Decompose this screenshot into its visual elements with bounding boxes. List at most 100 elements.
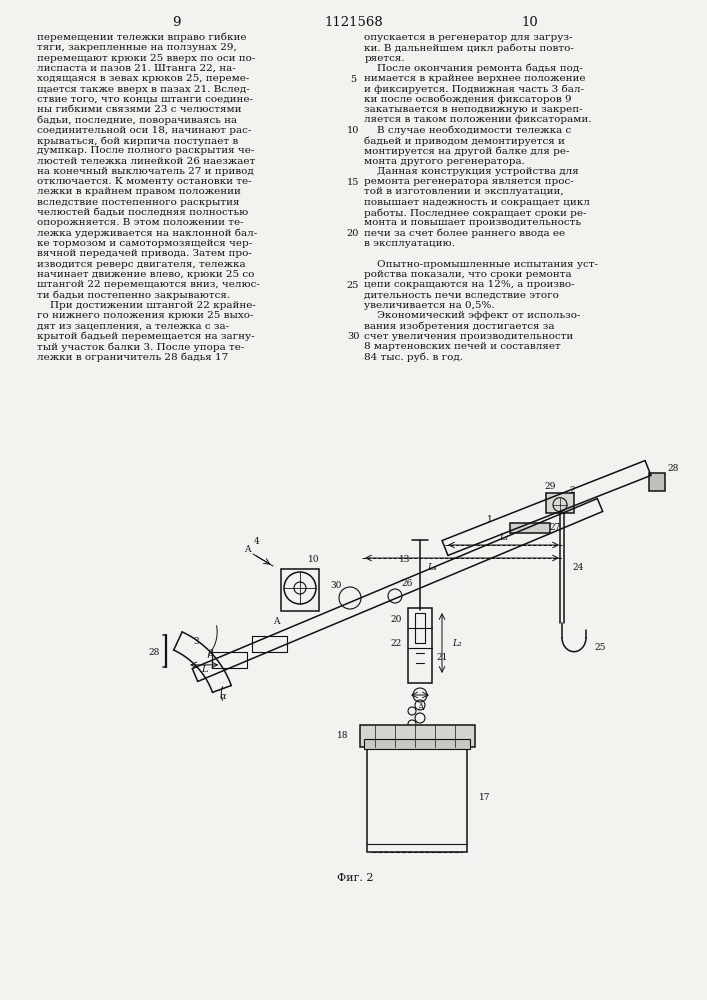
Text: 22: 22 xyxy=(391,639,402,648)
Text: ке тормозом и самотормозящейся чер-: ке тормозом и самотормозящейся чер- xyxy=(37,239,252,248)
Text: L₄: L₄ xyxy=(427,564,437,572)
Text: опускается в регенератор для загруз-: опускается в регенератор для загруз- xyxy=(365,33,573,42)
Text: отключается. К моменту остановки те-: отключается. К моменту остановки те- xyxy=(37,177,252,186)
Bar xyxy=(649,473,665,491)
Text: 17: 17 xyxy=(479,792,491,802)
Text: лиспаста и пазов 21. Штанга 22, на-: лиспаста и пазов 21. Штанга 22, на- xyxy=(37,64,235,73)
Text: работы. Последнее сокращает сроки ре-: работы. Последнее сокращает сроки ре- xyxy=(365,208,587,218)
Text: 10: 10 xyxy=(347,126,359,135)
Text: 2: 2 xyxy=(569,486,575,495)
Text: В случае необходимости тележка с: В случае необходимости тележка с xyxy=(365,126,572,135)
Bar xyxy=(510,523,550,533)
Text: увеличивается на 0,5%.: увеличивается на 0,5%. xyxy=(365,301,495,310)
Text: 10: 10 xyxy=(308,556,320,564)
Text: счет увеличения производительности: счет увеличения производительности xyxy=(365,332,574,341)
Text: крытой бадьей перемещается на загну-: крытой бадьей перемещается на загну- xyxy=(37,332,255,341)
Bar xyxy=(408,608,432,683)
Text: 30: 30 xyxy=(347,332,359,341)
Text: 20: 20 xyxy=(347,229,359,238)
Text: 9: 9 xyxy=(173,16,181,29)
Text: люстей тележка линейкой 26 наезжает: люстей тележка линейкой 26 наезжает xyxy=(37,157,255,166)
Text: ройства показали, что сроки ремонта: ройства показали, что сроки ремонта xyxy=(365,270,572,279)
Text: лежки в крайнем правом положении: лежки в крайнем правом положении xyxy=(37,188,241,196)
Text: 3: 3 xyxy=(194,637,199,646)
Text: 25: 25 xyxy=(595,643,606,652)
Text: печи за счет более раннего ввода ее: печи за счет более раннего ввода ее xyxy=(365,229,566,238)
Text: ки после освобождения фиксаторов 9: ки после освобождения фиксаторов 9 xyxy=(365,95,572,104)
Text: и фиксируется. Подвижная часть 3 бал-: и фиксируется. Подвижная часть 3 бал- xyxy=(365,85,585,94)
Text: Опытно-промышленные испытания уст-: Опытно-промышленные испытания уст- xyxy=(365,260,599,269)
Text: ряется.: ряется. xyxy=(365,54,405,63)
Text: 15: 15 xyxy=(347,178,359,187)
Text: перемещении тележки вправо гибкие: перемещении тележки вправо гибкие xyxy=(37,33,247,42)
Text: бадьей и приводом демонтируется и: бадьей и приводом демонтируется и xyxy=(365,136,566,145)
Text: крываться, бой кирпича поступает в: крываться, бой кирпича поступает в xyxy=(37,136,238,145)
Text: 21: 21 xyxy=(436,654,448,662)
Bar xyxy=(546,493,574,513)
Text: лежки в ограничитель 28 бадья 17: лежки в ограничитель 28 бадья 17 xyxy=(37,352,228,362)
Text: 28: 28 xyxy=(667,464,679,473)
Text: перемещают крюки 25 вверх по оси по-: перемещают крюки 25 вверх по оси по- xyxy=(37,54,255,63)
Text: ремонта регенератора является прос-: ремонта регенератора является прос- xyxy=(365,177,574,186)
Bar xyxy=(360,725,475,747)
Text: 26: 26 xyxy=(402,580,413,588)
Text: вания изобретения достигается за: вания изобретения достигается за xyxy=(365,321,555,331)
Text: дят из зацепления, а тележка с за-: дят из зацепления, а тележка с за- xyxy=(37,321,229,330)
Text: вячной передачей привода. Затем про-: вячной передачей привода. Затем про- xyxy=(37,249,252,258)
Text: A: A xyxy=(416,702,423,712)
Text: A: A xyxy=(273,616,279,626)
Text: 30: 30 xyxy=(330,580,341,589)
Text: При достижении штангой 22 крайне-: При достижении штангой 22 крайне- xyxy=(37,301,256,310)
Bar xyxy=(415,613,425,643)
Text: изводится реверс двигателя, тележка: изводится реверс двигателя, тележка xyxy=(37,260,245,269)
Text: L₂: L₂ xyxy=(452,639,462,648)
Text: монта и повышает производительность: монта и повышает производительность xyxy=(365,218,581,227)
Text: 1: 1 xyxy=(487,516,493,524)
Bar xyxy=(367,747,467,852)
Text: штангой 22 перемещаются вниз, челюс-: штангой 22 перемещаются вниз, челюс- xyxy=(37,280,260,289)
Text: опорожняется. В этом положении те-: опорожняется. В этом положении те- xyxy=(37,218,244,227)
Text: 24: 24 xyxy=(572,563,584,572)
Text: той в изготовлении и эксплуатации,: той в изготовлении и эксплуатации, xyxy=(365,188,564,196)
Text: челюстей бадьи последняя полностью: челюстей бадьи последняя полностью xyxy=(37,208,248,217)
Text: тый участок балки 3. После упора те-: тый участок балки 3. После упора те- xyxy=(37,342,245,352)
Text: 4: 4 xyxy=(254,538,260,546)
Bar xyxy=(364,739,470,749)
Text: Фиг. 2: Фиг. 2 xyxy=(337,873,373,883)
Text: Данная конструкция устройства для: Данная конструкция устройства для xyxy=(365,167,579,176)
Text: α: α xyxy=(220,692,226,701)
Text: 25: 25 xyxy=(347,281,359,290)
Text: 5: 5 xyxy=(350,75,356,84)
Text: 20: 20 xyxy=(391,615,402,624)
Text: β: β xyxy=(207,649,213,658)
Text: ки. В дальнейшем цикл работы повто-: ки. В дальнейшем цикл работы повто- xyxy=(365,43,574,53)
Text: лежка удерживается на наклонной бал-: лежка удерживается на наклонной бал- xyxy=(37,229,257,238)
Text: начинает движение влево, крюки 25 со: начинает движение влево, крюки 25 со xyxy=(37,270,255,279)
Bar xyxy=(281,569,319,611)
Text: 8 мартеновских печей и составляет: 8 мартеновских печей и составляет xyxy=(365,342,561,351)
Text: бадьи, последние, поворачиваясь на: бадьи, последние, поворачиваясь на xyxy=(37,115,237,125)
Text: монта другого регенератора.: монта другого регенератора. xyxy=(365,157,525,166)
Text: думпкар. После полного раскрытия че-: думпкар. После полного раскрытия че- xyxy=(37,146,255,155)
Text: ны гибкими связями 23 с челюстями: ны гибкими связями 23 с челюстями xyxy=(37,105,242,114)
Text: 1121568: 1121568 xyxy=(324,16,383,29)
Text: L: L xyxy=(201,665,207,674)
Text: 10: 10 xyxy=(522,16,539,29)
Text: цепи сокращаются на 12%, а произво-: цепи сокращаются на 12%, а произво- xyxy=(365,280,575,289)
Text: 28: 28 xyxy=(148,648,159,657)
Text: нимается в крайнее верхнее положение: нимается в крайнее верхнее положение xyxy=(365,74,586,83)
Text: 18: 18 xyxy=(337,732,348,740)
Text: повышает надежность и сокращает цикл: повышает надежность и сокращает цикл xyxy=(365,198,590,207)
Text: Экономический эффект от использо-: Экономический эффект от использо- xyxy=(365,311,581,320)
Text: ствие того, что концы штанги соедине-: ствие того, что концы штанги соедине- xyxy=(37,95,253,104)
Text: ходящаяся в зевах крюков 25, переме-: ходящаяся в зевах крюков 25, переме- xyxy=(37,74,250,83)
Text: монтируется на другой балке для ре-: монтируется на другой балке для ре- xyxy=(365,146,570,156)
Text: соединительной оси 18, начинают рас-: соединительной оси 18, начинают рас- xyxy=(37,126,252,135)
Text: 13: 13 xyxy=(399,556,411,564)
Text: на конечный выключатель 27 и привод: на конечный выключатель 27 и привод xyxy=(37,167,254,176)
Text: го нижнего положения крюки 25 выхо-: го нижнего положения крюки 25 выхо- xyxy=(37,311,254,320)
Text: L₁: L₁ xyxy=(498,532,508,542)
Text: ти бадьи постепенно закрываются.: ти бадьи постепенно закрываются. xyxy=(37,290,230,300)
Text: закатывается в неподвижную и закреп-: закатывается в неподвижную и закреп- xyxy=(365,105,583,114)
Text: ляется в таком положении фиксаторами.: ляется в таком положении фиксаторами. xyxy=(365,115,592,124)
